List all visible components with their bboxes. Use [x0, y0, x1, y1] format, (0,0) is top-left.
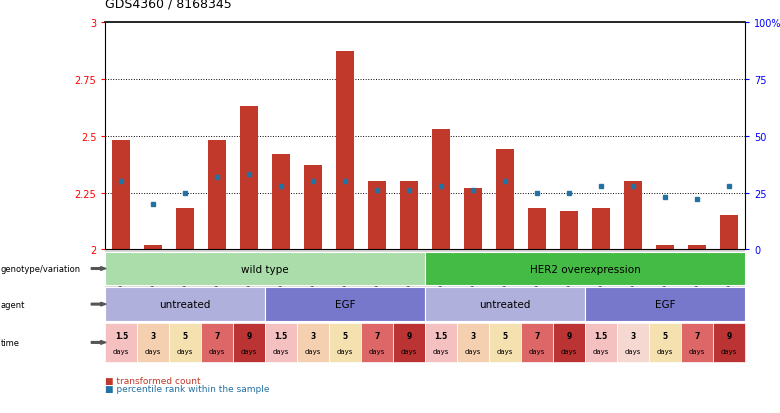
Text: 5: 5 — [502, 331, 508, 340]
Text: 7: 7 — [374, 331, 380, 340]
Text: days: days — [113, 348, 129, 354]
Text: 5: 5 — [342, 331, 348, 340]
Text: 9: 9 — [566, 331, 572, 340]
Text: untreated: untreated — [480, 299, 530, 309]
Text: days: days — [401, 348, 417, 354]
Bar — [336, 52, 354, 250]
Text: wild type: wild type — [241, 264, 289, 274]
Text: 3: 3 — [470, 331, 476, 340]
Text: days: days — [177, 348, 193, 354]
Bar — [304, 166, 322, 250]
Text: days: days — [625, 348, 641, 354]
Bar — [560, 211, 578, 250]
Text: ■ percentile rank within the sample: ■ percentile rank within the sample — [105, 385, 270, 394]
Text: 3: 3 — [310, 331, 316, 340]
Bar — [496, 150, 514, 250]
Text: 1.5: 1.5 — [115, 331, 128, 340]
Bar — [208, 141, 226, 250]
Text: days: days — [433, 348, 449, 354]
Text: 9: 9 — [726, 331, 732, 340]
Bar — [176, 209, 194, 250]
Text: HER2 overexpression: HER2 overexpression — [530, 264, 640, 274]
Text: 9: 9 — [406, 331, 412, 340]
Text: days: days — [657, 348, 673, 354]
Text: days: days — [273, 348, 289, 354]
Bar — [464, 188, 482, 250]
Text: time: time — [1, 338, 20, 347]
Text: 5: 5 — [662, 331, 668, 340]
Bar — [688, 245, 706, 250]
Text: 3: 3 — [630, 331, 636, 340]
Text: days: days — [209, 348, 225, 354]
Text: days: days — [497, 348, 513, 354]
Text: days: days — [465, 348, 481, 354]
Bar — [528, 209, 546, 250]
Bar — [112, 141, 130, 250]
Text: days: days — [145, 348, 161, 354]
Text: 7: 7 — [215, 331, 220, 340]
Text: 1.5: 1.5 — [275, 331, 288, 340]
Text: genotype/variation: genotype/variation — [1, 264, 81, 273]
Text: 3: 3 — [151, 331, 156, 340]
Text: 1.5: 1.5 — [434, 331, 448, 340]
Text: days: days — [561, 348, 577, 354]
Bar — [656, 245, 674, 250]
Bar — [592, 209, 610, 250]
Text: EGF: EGF — [335, 299, 356, 309]
Bar — [624, 182, 642, 250]
Text: ■ transformed count: ■ transformed count — [105, 376, 201, 385]
Text: days: days — [529, 348, 545, 354]
Bar — [240, 107, 258, 250]
Text: untreated: untreated — [160, 299, 211, 309]
Bar — [272, 154, 290, 250]
Text: days: days — [241, 348, 257, 354]
Text: days: days — [593, 348, 609, 354]
Text: GDS4360 / 8168345: GDS4360 / 8168345 — [105, 0, 232, 10]
Bar — [144, 245, 162, 250]
Text: 1.5: 1.5 — [594, 331, 608, 340]
Bar — [400, 182, 418, 250]
Text: 5: 5 — [183, 331, 188, 340]
Text: 7: 7 — [534, 331, 540, 340]
Text: days: days — [689, 348, 705, 354]
Bar — [432, 130, 450, 250]
Text: days: days — [721, 348, 737, 354]
Text: 7: 7 — [694, 331, 700, 340]
Bar — [720, 216, 738, 250]
Bar — [368, 182, 386, 250]
Text: days: days — [337, 348, 353, 354]
Text: EGF: EGF — [654, 299, 675, 309]
Text: days: days — [369, 348, 385, 354]
Text: days: days — [305, 348, 321, 354]
Text: 9: 9 — [246, 331, 252, 340]
Text: agent: agent — [1, 300, 25, 309]
